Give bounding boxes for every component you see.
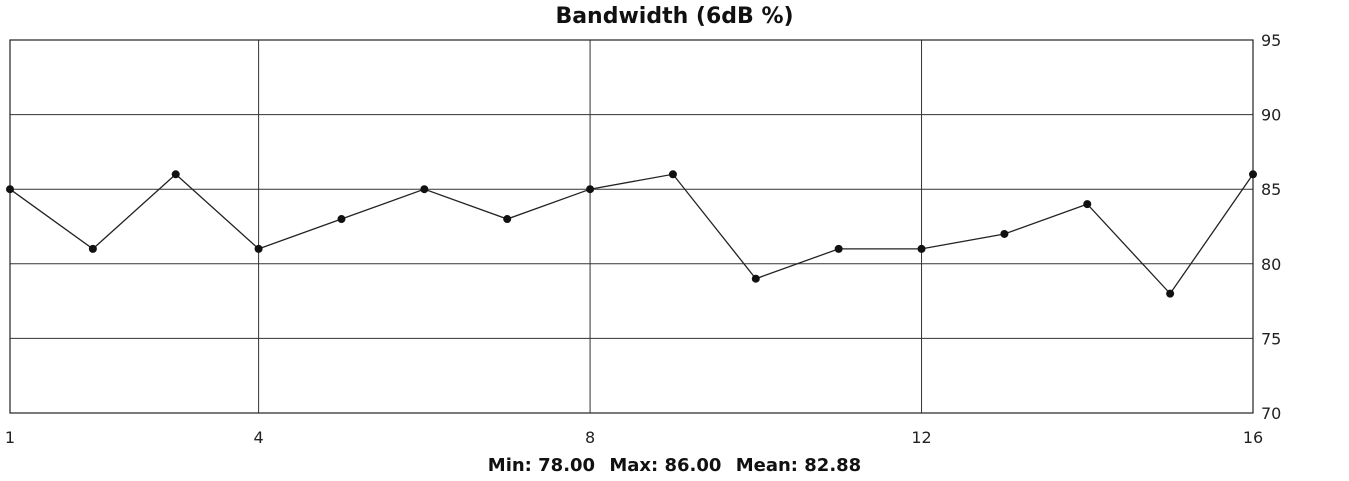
- summary-mean: Mean: 82.88: [735, 455, 862, 476]
- data-point: [751, 274, 760, 283]
- grid-lines: [10, 40, 1253, 413]
- data-point: [171, 170, 180, 179]
- summary-min: Min: 78.00: [487, 455, 596, 476]
- plot-frame: [9, 39, 1254, 414]
- data-point: [420, 185, 429, 194]
- data-point: [1000, 229, 1009, 238]
- y-tick-label: 70: [1261, 404, 1281, 423]
- data-points: [6, 170, 1257, 298]
- data-point: [1083, 200, 1092, 209]
- x-axis-ticks: 1 4 8 12 16: [5, 428, 1263, 447]
- chart-title: Bandwidth (6dB %): [555, 4, 794, 29]
- chart-summary: Min: 78.00 Max: 86.00 Mean: 82.88: [0, 455, 1349, 476]
- summary-max: Max: 86.00: [609, 455, 722, 476]
- data-point: [1166, 289, 1175, 298]
- data-point: [6, 185, 14, 194]
- y-tick-label: 75: [1261, 329, 1281, 348]
- series-line: [9, 173, 1254, 295]
- data-point: [88, 244, 97, 253]
- x-tick-label: 12: [911, 428, 931, 447]
- x-tick-label: 8: [585, 428, 595, 447]
- x-tick-label: 4: [254, 428, 264, 447]
- data-point: [337, 215, 346, 224]
- data-point: [254, 244, 263, 253]
- data-point: [668, 170, 677, 179]
- y-tick-label: 95: [1261, 31, 1281, 50]
- series-line-layer: [9, 173, 1254, 295]
- data-point: [917, 244, 926, 253]
- y-tick-label: 85: [1261, 180, 1281, 199]
- data-point: [834, 244, 843, 253]
- x-tick-label: 1: [5, 428, 15, 447]
- x-tick-label: 16: [1243, 428, 1263, 447]
- y-tick-label: 90: [1261, 106, 1281, 125]
- y-axis-ticks: 70 75 80 85 90 95: [1261, 31, 1281, 423]
- data-point: [503, 215, 512, 224]
- y-tick-label: 80: [1261, 255, 1281, 274]
- data-point: [586, 185, 595, 194]
- data-point: [1249, 170, 1257, 179]
